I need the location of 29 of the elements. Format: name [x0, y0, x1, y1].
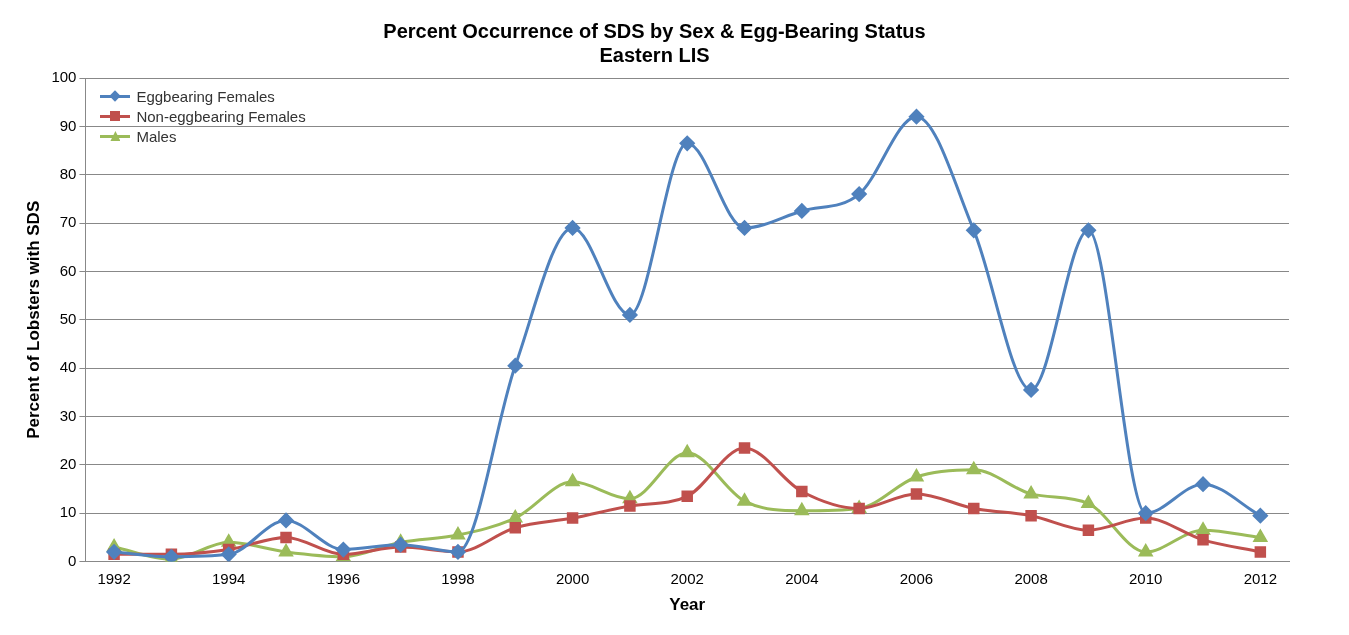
x-tick-label: 1994: [212, 569, 246, 587]
legend-label: Males: [136, 127, 177, 145]
y-axis-title: Percent of Lobsters with SDS: [23, 200, 43, 439]
x-tick-label: 2008: [1014, 569, 1048, 587]
y-tick-label: 70: [59, 213, 77, 231]
y-tick-label: 60: [59, 261, 77, 279]
x-tick-label: 2004: [785, 569, 819, 587]
legend-label: Non-eggbearing Females: [136, 107, 306, 125]
y-tick-label: 50: [59, 309, 77, 327]
y-tick-label: 0: [68, 551, 77, 569]
x-tick-label: 1998: [441, 569, 475, 587]
y-tick-label: 40: [59, 358, 77, 376]
y-tick-label: 80: [59, 164, 77, 182]
x-tick-label: 1996: [326, 569, 361, 587]
x-tick-label: 2000: [555, 569, 590, 587]
x-tick-label: 2002: [670, 569, 704, 587]
x-tick-label: 2012: [1243, 569, 1278, 587]
x-tick-label: 1992: [97, 569, 131, 587]
y-tick-label: 30: [59, 406, 77, 424]
y-tick-label: 10: [59, 503, 77, 521]
chart-title: Percent Occurrence of SDS by Sex & Egg-Bearing Status: [383, 19, 926, 42]
chart-subtitle: Eastern LIS: [599, 43, 710, 66]
y-tick-label: 100: [51, 68, 77, 86]
y-tick-label: 90: [59, 116, 77, 134]
y-tick-label: 20: [59, 455, 77, 473]
x-axis-title: Year: [669, 595, 706, 615]
x-tick-label: 2010: [1129, 569, 1163, 587]
x-tick-label: 2006: [899, 569, 934, 587]
legend-label: Eggbearing Females: [136, 87, 275, 105]
